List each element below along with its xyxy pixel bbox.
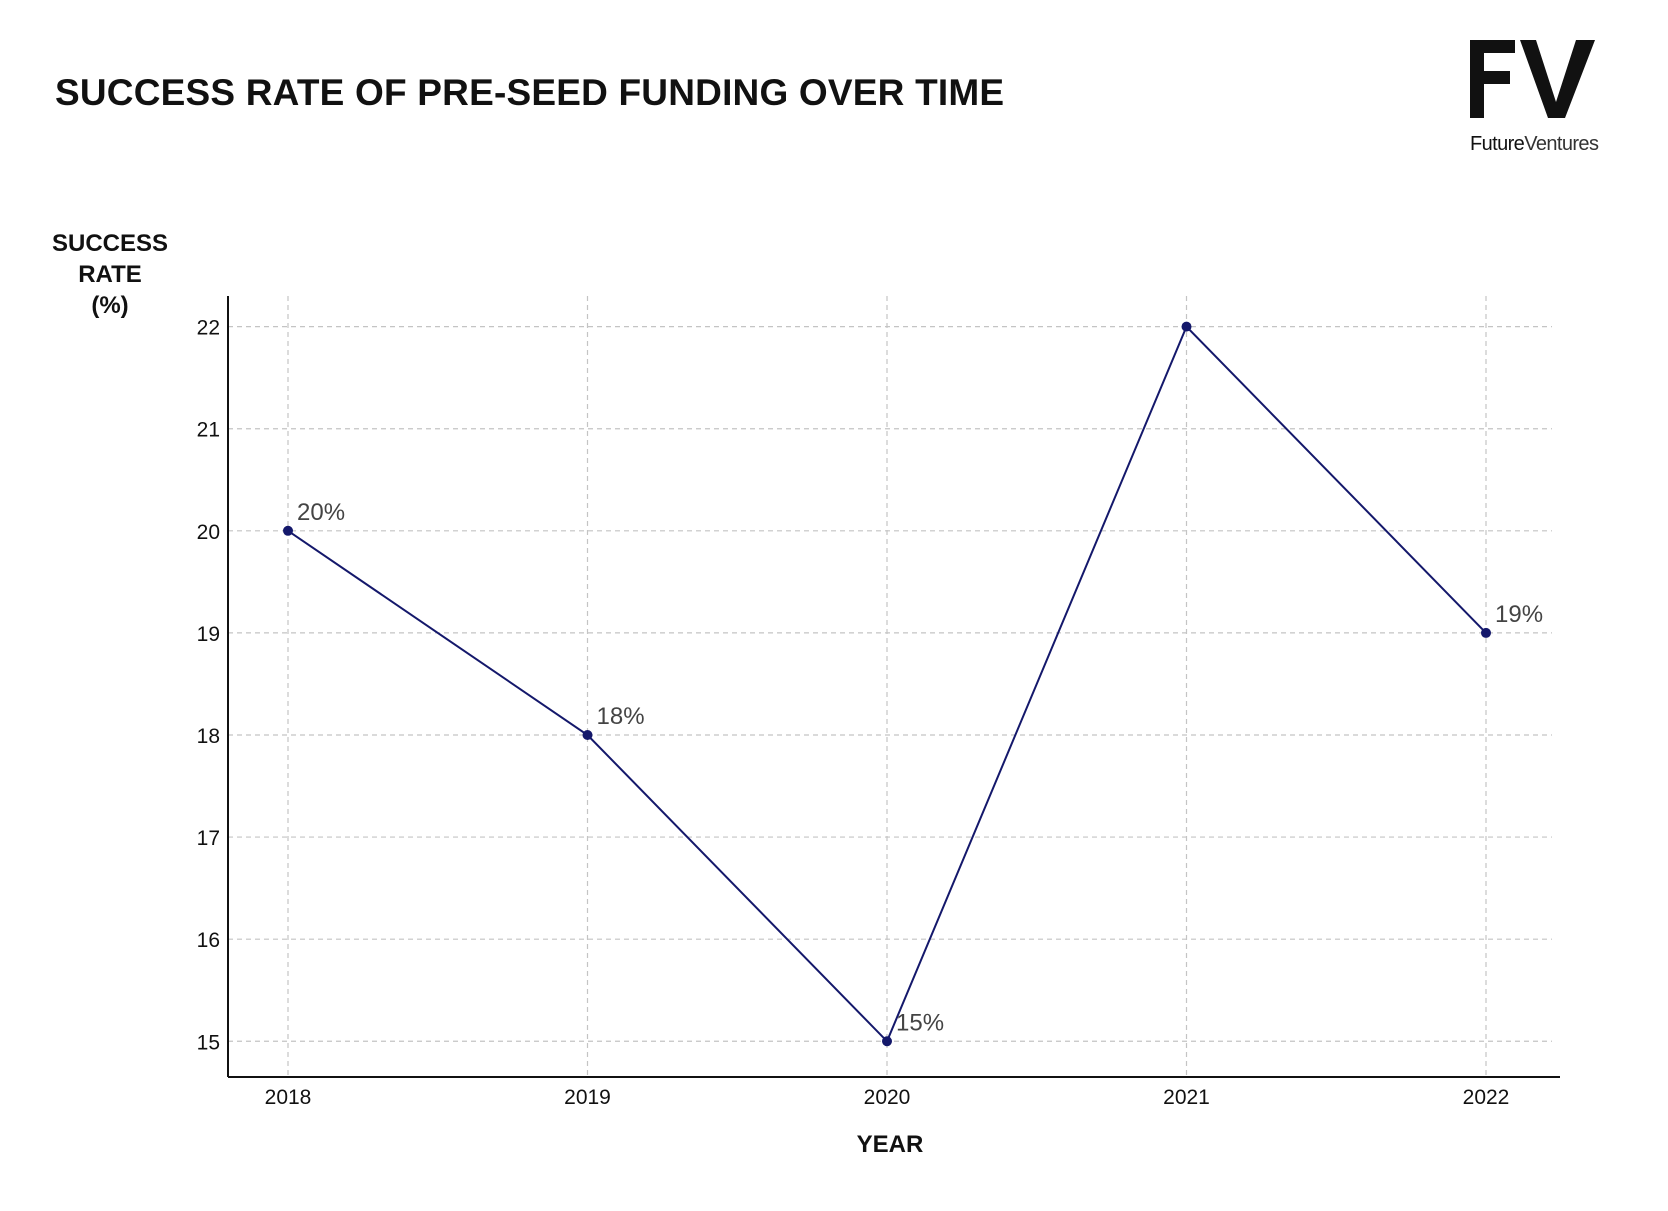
data-label: 19%: [1495, 601, 1543, 628]
y-tick-label: 15: [197, 1031, 220, 1054]
y-axis-title: SUCCESS RATE (%): [40, 228, 180, 321]
data-label: 15%: [896, 1009, 944, 1036]
data-point: [1181, 321, 1192, 332]
y-tick-label: 18: [197, 725, 220, 748]
x-tick-label: 2022: [1463, 1086, 1510, 1109]
y-tick-label: 22: [197, 317, 220, 340]
x-tick-label: 2020: [864, 1086, 911, 1109]
y-axis-title-line: RATE: [78, 261, 142, 288]
x-axis-title: YEAR: [856, 1131, 924, 1158]
data-label: 18%: [597, 703, 645, 730]
logo-wordmark: FutureVentures: [1470, 133, 1599, 155]
fv-logo-mark: [1470, 40, 1595, 118]
x-tick-label: 2019: [564, 1086, 611, 1109]
data-labels: 20% 18% 15% 19%: [297, 499, 1543, 1036]
y-axis-title-line: (%): [91, 292, 129, 319]
grid-lines: [228, 296, 1552, 1077]
data-label: 20%: [297, 499, 345, 526]
data-point: [882, 1036, 892, 1047]
series: [283, 321, 1491, 1047]
x-tick-label: 2021: [1163, 1086, 1210, 1109]
y-tick-label: 16: [197, 929, 220, 952]
y-axis-title-line: SUCCESS: [51, 230, 169, 257]
x-tick-label: 2018: [265, 1086, 312, 1109]
y-tick-label: 17: [197, 827, 220, 850]
chart-title: SUCCESS RATE OF PRE-SEED FUNDING OVER TI…: [55, 72, 1005, 113]
axes: [227, 296, 1560, 1078]
data-point: [582, 729, 593, 740]
data-point: [283, 525, 293, 536]
y-tick-label: 19: [197, 623, 220, 646]
y-tick-label: 20: [197, 521, 220, 544]
y-tick-label: 21: [197, 419, 220, 442]
future-ventures-logo: FutureVentures: [1470, 40, 1610, 160]
data-point: [1481, 627, 1491, 638]
